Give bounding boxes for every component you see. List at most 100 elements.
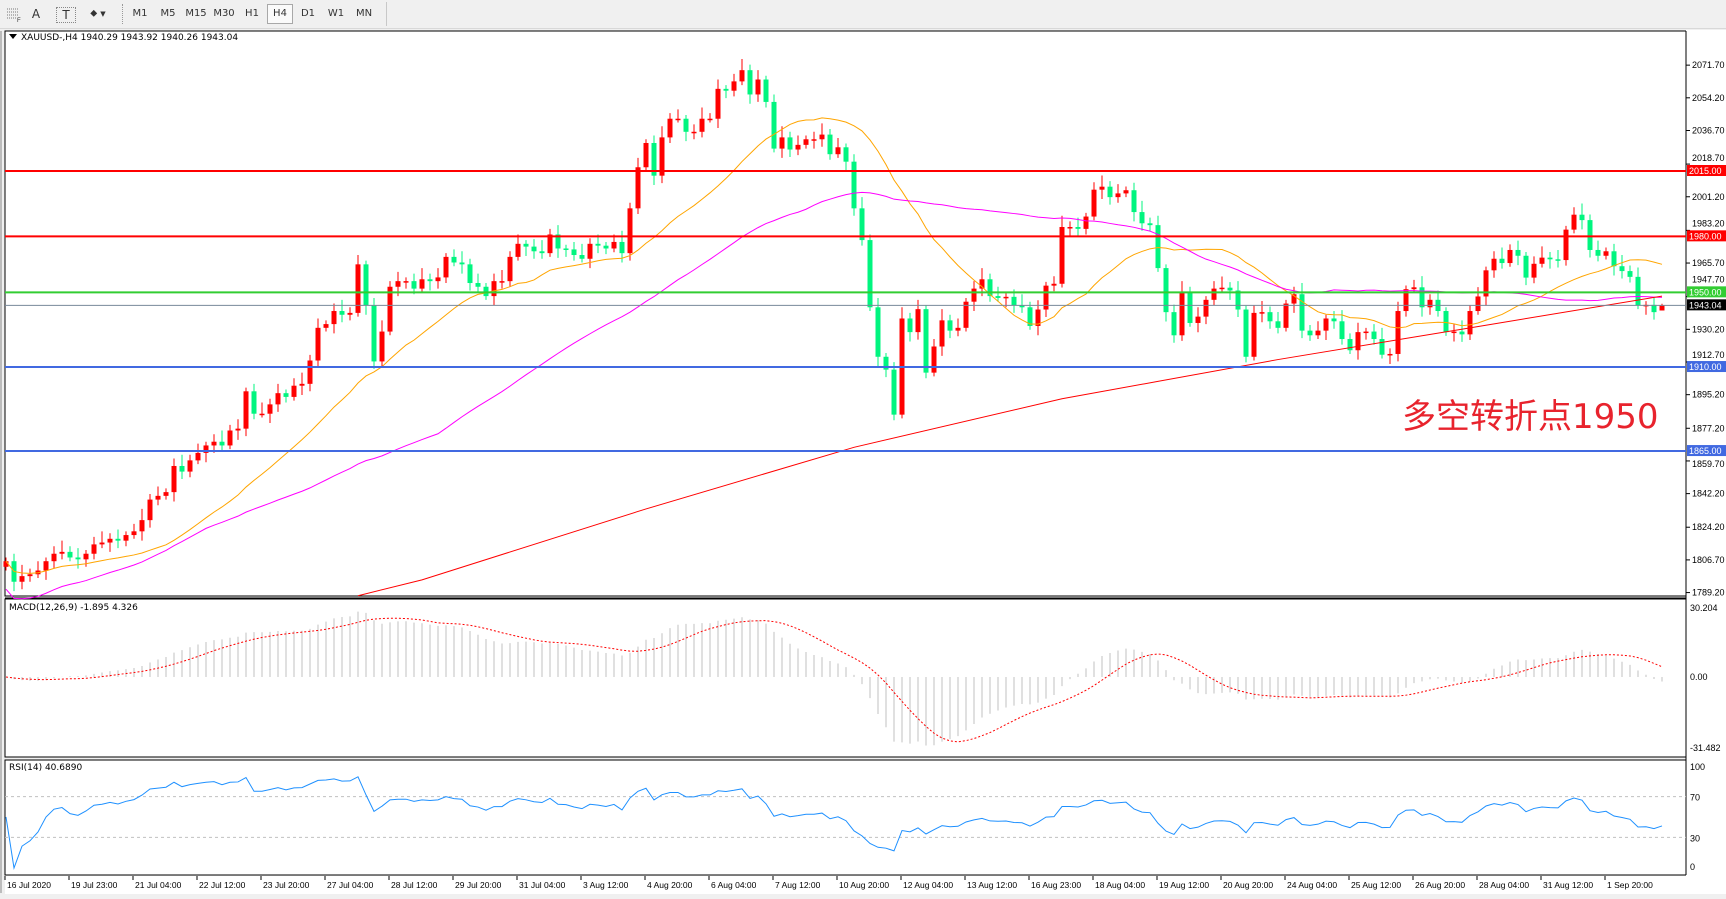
- candle-down: [851, 161, 857, 209]
- candle-up: [19, 576, 25, 582]
- time-tick-label: 4 Aug 20:00: [647, 880, 693, 890]
- text-tool-button[interactable]: A: [31, 7, 41, 21]
- candle-up: [835, 147, 841, 155]
- candle-up: [1115, 193, 1121, 198]
- ma-long-line: [357, 295, 1663, 597]
- text-label-tool-button[interactable]: T: [56, 7, 76, 23]
- svg-text:F: F: [17, 18, 21, 24]
- price-tick-label: 1983.20: [1692, 218, 1725, 228]
- timeframe-h4[interactable]: H4: [267, 4, 293, 24]
- time-tick-label: 16 Jul 2020: [7, 880, 51, 890]
- timeframe-w1[interactable]: W1: [327, 8, 345, 19]
- timeframe-mn[interactable]: MN: [355, 8, 373, 19]
- price-tick-label: 1947.70: [1692, 275, 1725, 285]
- candle-down: [995, 296, 1001, 298]
- grid-fibo-icon[interactable]: F: [2, 4, 26, 24]
- price-tick-label: 2071.70: [1692, 60, 1725, 70]
- candle-up: [715, 88, 721, 119]
- timeframe-d1[interactable]: D1: [300, 8, 316, 19]
- candle-up: [795, 144, 801, 150]
- candle-down: [179, 465, 185, 472]
- timeframe-m5[interactable]: M5: [160, 8, 176, 19]
- time-tick-label: 28 Aug 04:00: [1479, 880, 1529, 890]
- candle-up: [171, 465, 177, 493]
- candle-down: [1027, 307, 1033, 326]
- time-axis[interactable]: [5, 876, 1686, 894]
- candle-up: [1003, 296, 1009, 299]
- toolbar-separator: [122, 4, 125, 24]
- timeframe-h1[interactable]: H1: [245, 8, 259, 19]
- candle-down: [539, 251, 545, 254]
- collapse-triangle-icon[interactable]: [9, 34, 17, 39]
- candle-down: [1227, 287, 1233, 291]
- timeframe-m1[interactable]: M1: [132, 8, 148, 19]
- candle-up: [107, 538, 113, 543]
- candle-up: [1659, 305, 1665, 311]
- candle-up: [1531, 263, 1537, 278]
- candle-down: [1371, 331, 1377, 340]
- price-tick-label: 2018.70: [1692, 153, 1725, 163]
- price-tick-label: 1842.20: [1692, 489, 1725, 499]
- candle-up: [811, 139, 817, 141]
- candle-down: [1307, 330, 1313, 336]
- candle-down: [875, 307, 881, 357]
- macd-panel[interactable]: [4, 598, 1687, 758]
- candle-down: [1443, 311, 1449, 333]
- timeframe-m15[interactable]: M15: [185, 8, 207, 19]
- candle-up: [1491, 258, 1497, 271]
- level-marker-label: 1865.00: [1689, 446, 1722, 456]
- candle-down: [1187, 292, 1193, 323]
- annotation-text: 多空转折点1950: [1402, 397, 1659, 437]
- level-marker-label: 1980.00: [1689, 231, 1722, 241]
- candle-up: [915, 309, 921, 333]
- timeframe-m30[interactable]: M30: [213, 8, 235, 19]
- candle-down: [411, 281, 417, 289]
- price-tick-label: 1806.70: [1692, 555, 1725, 565]
- candle-up: [1355, 332, 1361, 351]
- candle-up: [163, 492, 169, 496]
- candle-down: [987, 279, 993, 297]
- time-tick-label: 19 Jul 23:00: [71, 880, 118, 890]
- candle-up: [83, 553, 89, 560]
- time-tick-label: 3 Aug 12:00: [583, 880, 629, 890]
- arrows-tool-button[interactable]: ⬥ ▼: [84, 4, 112, 24]
- candle-down: [1595, 249, 1601, 256]
- time-tick-label: 13 Aug 12:00: [967, 880, 1017, 890]
- candle-up: [667, 118, 673, 138]
- candle-up: [243, 391, 249, 429]
- rsi-panel[interactable]: [4, 759, 1687, 876]
- candle-down: [67, 551, 73, 558]
- candle-up: [131, 531, 137, 536]
- time-tick-label: 26 Aug 20:00: [1415, 880, 1465, 890]
- candle-down: [1523, 255, 1529, 278]
- level-marker: [1687, 361, 1726, 373]
- candle-down: [1299, 294, 1305, 331]
- candle-down: [1459, 331, 1465, 335]
- candle-up: [1059, 227, 1065, 284]
- candle-down: [771, 101, 777, 149]
- level-marker: [1687, 445, 1726, 457]
- candle-down: [1339, 321, 1345, 340]
- candle-down: [363, 264, 369, 306]
- candle-down: [475, 283, 481, 287]
- candle-up: [963, 301, 969, 328]
- candle-up: [659, 137, 665, 176]
- candle-up: [939, 320, 945, 347]
- candle-up: [187, 460, 193, 472]
- rsi-label: RSI(14) 40.6890: [9, 763, 83, 773]
- candle-up: [1043, 285, 1049, 310]
- main-chart-panel[interactable]: [4, 30, 1687, 597]
- candle-down: [603, 245, 609, 249]
- candle-down: [787, 137, 793, 150]
- candle-down: [1171, 312, 1177, 336]
- candle-up: [147, 499, 153, 521]
- candle-down: [339, 311, 345, 315]
- time-tick-label: 7 Aug 12:00: [775, 880, 821, 890]
- candle-down: [1619, 266, 1625, 272]
- candle-down: [467, 264, 473, 284]
- candle-up: [435, 277, 441, 282]
- candle-up: [1387, 353, 1393, 356]
- candle-up: [3, 561, 9, 567]
- candle-down: [531, 246, 537, 252]
